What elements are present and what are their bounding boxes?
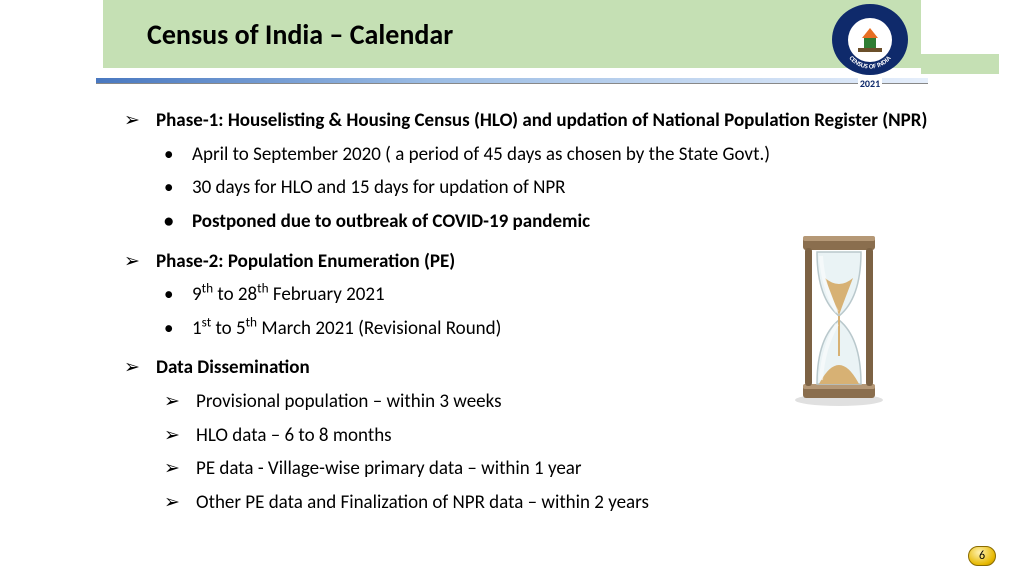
section-phase1: ➢ Phase-1: Houselisting & Housing Census… — [124, 108, 964, 235]
dot-marker: • — [164, 316, 192, 342]
title-divider — [96, 78, 928, 84]
bullet-text: April to September 2020 ( a period of 45… — [192, 142, 964, 168]
svg-text:CENSUS OF INDIA: CENSUS OF INDIA — [847, 54, 893, 71]
bullet-text: HLO data – 6 to 8 months — [196, 423, 964, 449]
section-heading: Phase-1: Houselisting & Housing Census (… — [156, 108, 964, 134]
bullet-item: ➢ Other PE data and Finalization of NPR … — [156, 490, 964, 516]
arrow-marker: ➢ — [124, 108, 156, 235]
arrow-marker: ➢ — [124, 249, 156, 342]
dot-marker: • — [164, 209, 192, 235]
logo-year: 2021 — [858, 77, 882, 90]
title-bar-extension — [921, 54, 999, 74]
arrow-marker: ➢ — [124, 355, 156, 515]
bullet-text: 30 days for HLO and 15 days for updation… — [192, 175, 964, 201]
page-number: 6 — [968, 546, 996, 566]
bullet-item: ➢ PE data - Village-wise primary data – … — [156, 456, 964, 482]
title-bar: Census of India – Calendar — [103, 0, 921, 68]
arrow-marker: ➢ — [164, 490, 196, 516]
bullet-item: ➢ HLO data – 6 to 8 months — [156, 423, 964, 449]
page-number-text: 6 — [979, 549, 985, 563]
dot-marker: • — [164, 175, 192, 201]
hourglass-image — [789, 228, 889, 408]
arrow-marker: ➢ — [164, 423, 196, 449]
bullet-item: • 30 days for HLO and 15 days for updati… — [156, 175, 964, 201]
slide-title: Census of India – Calendar — [147, 17, 453, 52]
census-logo: CENSUS OF INDIA 2021 — [827, 4, 913, 90]
bullet-item: • April to September 2020 ( a period of … — [156, 142, 964, 168]
arrow-marker: ➢ — [164, 456, 196, 482]
bullet-text: Other PE data and Finalization of NPR da… — [196, 490, 964, 516]
bullet-text: PE data - Village-wise primary data – wi… — [196, 456, 964, 482]
dot-marker: • — [164, 142, 192, 168]
arrow-marker: ➢ — [164, 389, 196, 415]
logo-circle: CENSUS OF INDIA — [832, 4, 908, 75]
dot-marker: • — [164, 282, 192, 308]
